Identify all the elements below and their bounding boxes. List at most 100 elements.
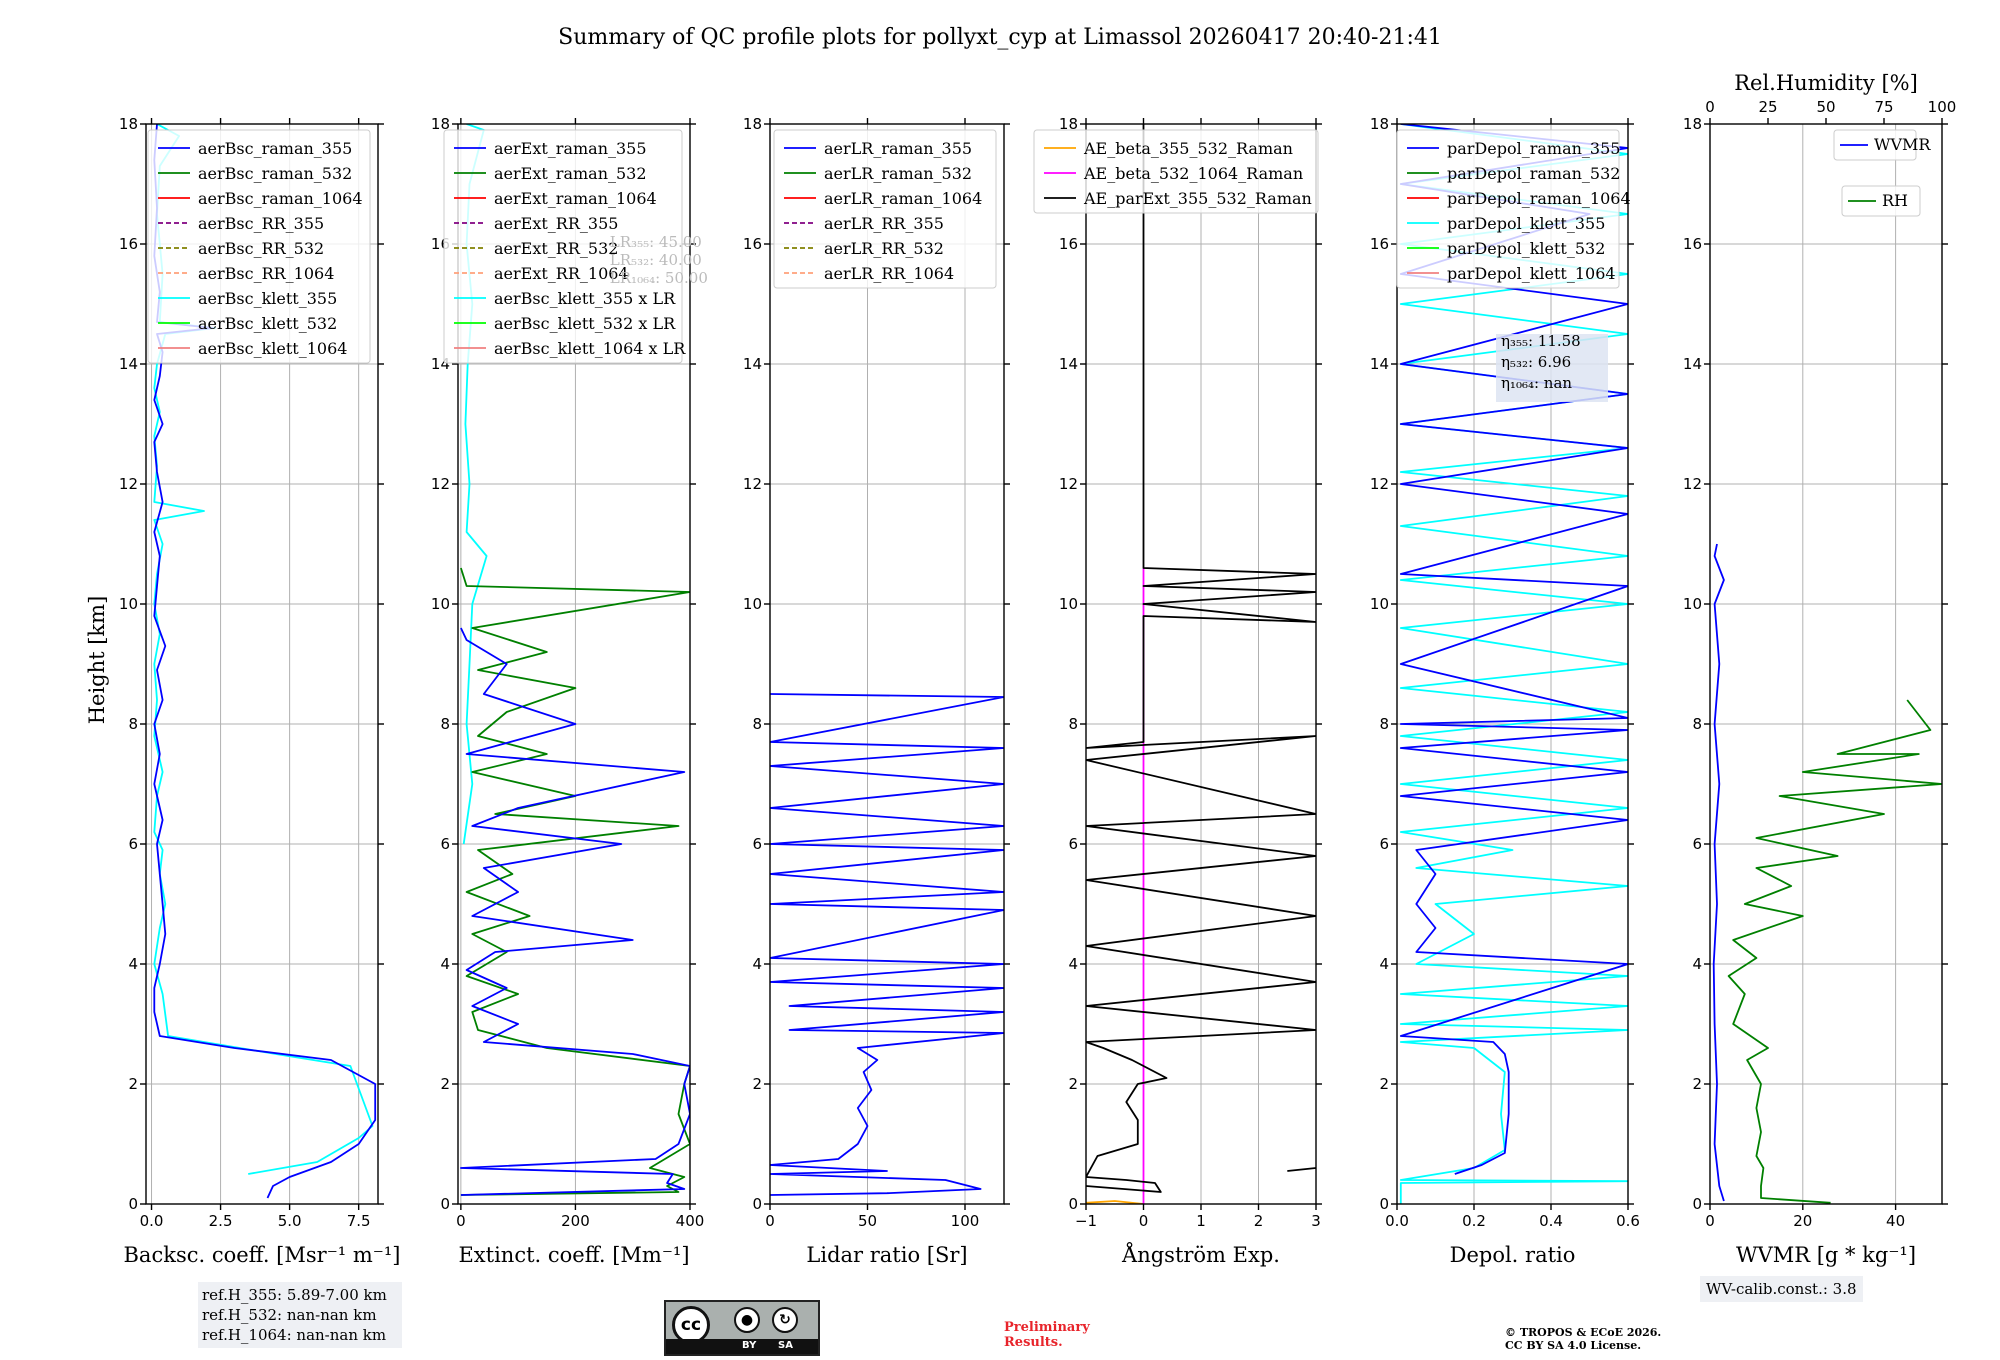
series-RH <box>1727 699 1942 1204</box>
preliminary-results-note: Preliminary Results. <box>1004 1320 1090 1350</box>
y-tick-label: 18 <box>1683 115 1702 133</box>
legend-label: parDepol_klett_355 <box>1447 214 1605 233</box>
axes-frame <box>1709 123 1943 1205</box>
y-axis-label: Height [km] <box>85 596 109 725</box>
legend-label: aerBsc_klett_1064 <box>198 339 347 358</box>
y-tick-label: 8 <box>128 715 138 733</box>
y-tick-label: 6 <box>1068 835 1078 853</box>
legend-label: aerBsc_RR_1064 <box>198 264 334 283</box>
x-tick-label: −1 <box>1075 1212 1097 1230</box>
y-tick-label: 16 <box>1370 235 1389 253</box>
y-tick-label: 6 <box>1379 835 1389 853</box>
legend-box <box>443 129 683 364</box>
y-tick-label: 8 <box>752 715 762 733</box>
legend-label: aerExt_raman_532 <box>494 164 647 183</box>
legend-label: aerLR_RR_355 <box>824 214 944 233</box>
x-tick-label: 50 <box>858 1212 877 1230</box>
series-AE_parExt_355_532_Raman <box>1086 124 1316 1193</box>
y-tick-label: 12 <box>743 475 762 493</box>
y-tick-label: 14 <box>1370 355 1389 373</box>
legend-label: RH <box>1882 191 1908 210</box>
y-tick-label: 12 <box>431 475 450 493</box>
y-tick-label: 4 <box>1068 955 1078 973</box>
legend-label: AE_beta_532_1064_Raman <box>1083 164 1303 183</box>
y-tick-label: 12 <box>1370 475 1389 493</box>
y-tick-label: 10 <box>743 595 762 613</box>
legend-label: aerBsc_klett_1064 x LR <box>494 339 686 358</box>
preliminary-line-2: Results. <box>1004 1335 1063 1350</box>
legend-label: parDepol_klett_532 <box>1447 239 1605 258</box>
ref-height-355: ref.H_355: 5.89-7.00 km <box>202 1286 387 1304</box>
copyright-note: © TROPOS & ECoE 2026. CC BY SA 4.0 Licen… <box>1505 1326 1661 1352</box>
x-axis-label: Lidar ratio [Sr] <box>806 1243 967 1267</box>
attribution-icon: ● <box>734 1307 760 1333</box>
annotation-text: η₅₃₂: 6.96 <box>1501 353 1571 371</box>
copyright-line-2: CC BY SA 4.0 License. <box>1505 1339 1642 1352</box>
annotation-text: LR₁₀₆₄: 50.00 <box>610 269 708 287</box>
legend-label: aerExt_RR_532 <box>494 239 618 258</box>
annotation-box <box>1496 334 1608 402</box>
x2-tick-label: 0 <box>1705 98 1715 116</box>
y-tick-label: 18 <box>1370 115 1389 133</box>
x2-axis-label: Rel.Humidity [%] <box>1734 71 1918 95</box>
copyright-line-1: © TROPOS & ECoE 2026. <box>1505 1326 1662 1339</box>
x-tick-label: 0.0 <box>1385 1212 1409 1230</box>
legend-label: aerExt_RR_355 <box>494 214 618 233</box>
annotation-text: η₃₅₅: 11.58 <box>1501 332 1581 350</box>
axes-frame <box>769 123 1005 1205</box>
x-axis-label: Backsc. coeff. [Msr⁻¹ m⁻¹] <box>124 1243 401 1267</box>
x-tick-label: 2.5 <box>209 1212 233 1230</box>
x2-tick-label: 75 <box>1874 98 1893 116</box>
x-tick-label: 5.0 <box>278 1212 302 1230</box>
x-tick-label: 0 <box>1705 1212 1715 1230</box>
y-tick-label: 6 <box>440 835 450 853</box>
legend-label: aerBsc_klett_532 x LR <box>494 314 676 333</box>
legend-label: AE_parExt_355_532_Raman <box>1083 189 1312 208</box>
y-tick-label: 16 <box>1683 235 1702 253</box>
x-tick-label: 0 <box>1139 1212 1149 1230</box>
legend-box <box>1033 129 1319 214</box>
x-tick-label: 40 <box>1886 1212 1905 1230</box>
legend-box <box>1841 185 1921 217</box>
legend-label: aerExt_raman_355 <box>494 139 647 158</box>
y-tick-label: 0 <box>752 1195 762 1213</box>
series-aerLR_raman_355 <box>770 693 1004 1196</box>
series-AE_beta_355_532_Raman <box>1086 1200 1144 1204</box>
x-tick-label: 7.5 <box>347 1212 371 1230</box>
x-tick-label: 0.2 <box>1462 1212 1486 1230</box>
legend-label: aerLR_RR_532 <box>824 239 944 258</box>
series-parDepol_raman_355 <box>1399 124 1628 1175</box>
ref-height-532: ref.H_532: nan-nan km <box>202 1306 377 1324</box>
y-tick-label: 16 <box>743 235 762 253</box>
legend-label: aerExt_raman_1064 <box>494 189 657 208</box>
panel-depol: 0 2 4 6 8 10 12 14 16 18 0.0 0.2 0.4 0.6 Depol. ratio p… <box>1370 115 1640 1267</box>
y-tick-label: 0 <box>1068 1195 1078 1213</box>
y-tick-label: 2 <box>128 1075 138 1093</box>
y-tick-label: 14 <box>743 355 762 373</box>
y-tick-label: 2 <box>752 1075 762 1093</box>
y-tick-label: 2 <box>440 1075 450 1093</box>
series-parDepol_klett_355 <box>1399 124 1628 1204</box>
y-tick-label: 18 <box>743 115 762 133</box>
legend-label: aerBsc_raman_1064 <box>198 189 363 208</box>
panels-container: 0 2 4 6 8 10 12 14 16 18 0.0 2.5 5.0 7.5 Backsc. coeff… <box>119 71 1956 1267</box>
x-axis-label: WVMR [g * kg⁻¹] <box>1736 1243 1916 1267</box>
x2-tick-label: 25 <box>1758 98 1777 116</box>
x-tick-label: 0.4 <box>1539 1212 1563 1230</box>
annotation-text: η₁₀₆₄: nan <box>1501 374 1572 392</box>
cc-logo-icon: cc <box>672 1306 710 1344</box>
legend-label: parDepol_raman_355 <box>1447 139 1620 158</box>
series-AE_parExt_355_532_Raman_2 <box>1287 1167 1316 1172</box>
x-tick-label: 0.6 <box>1616 1212 1640 1230</box>
legend-label: aerBsc_RR_355 <box>198 214 324 233</box>
legend-box <box>147 129 371 364</box>
y-tick-label: 8 <box>1068 715 1078 733</box>
y-tick-label: 10 <box>431 595 450 613</box>
x-tick-label: 100 <box>951 1212 980 1230</box>
figure-title: Summary of QC profile plots for pollyxt_… <box>558 25 1442 50</box>
y-tick-label: 4 <box>440 955 450 973</box>
legend-label: parDepol_raman_532 <box>1447 164 1620 183</box>
legend-label: parDepol_klett_1064 <box>1447 264 1616 283</box>
